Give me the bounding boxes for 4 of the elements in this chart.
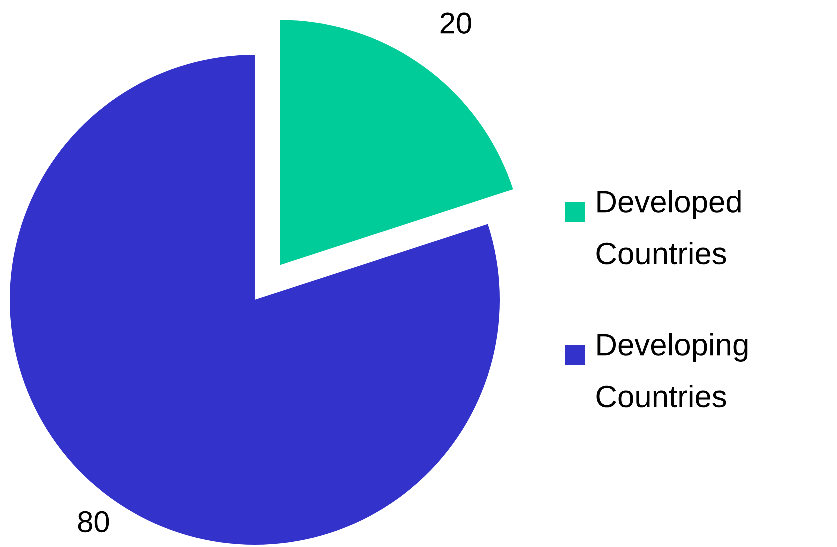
data-label: 20 <box>440 12 472 34</box>
data-label: 80 <box>78 511 110 533</box>
legend-label: Developing Countries <box>596 333 748 408</box>
legend-label: Developed Countries <box>596 190 741 265</box>
